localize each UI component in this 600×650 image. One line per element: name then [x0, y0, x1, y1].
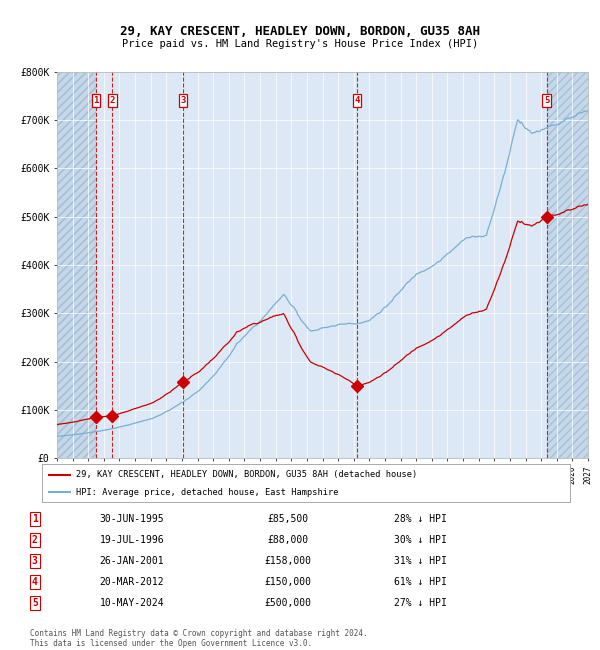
Text: 19-JUL-1996: 19-JUL-1996	[100, 535, 164, 545]
Text: 5: 5	[32, 598, 38, 608]
Text: 30-JUN-1995: 30-JUN-1995	[100, 514, 164, 524]
Text: 4: 4	[355, 96, 360, 105]
Text: 10-MAY-2024: 10-MAY-2024	[100, 598, 164, 608]
Text: 30% ↓ HPI: 30% ↓ HPI	[394, 535, 446, 545]
Bar	[57, 72, 96, 458]
Text: £500,000: £500,000	[265, 598, 311, 608]
Text: Price paid vs. HM Land Registry's House Price Index (HPI): Price paid vs. HM Land Registry's House …	[122, 39, 478, 49]
Text: Contains HM Land Registry data © Crown copyright and database right 2024.: Contains HM Land Registry data © Crown c…	[30, 629, 368, 638]
Text: 3: 3	[181, 96, 186, 105]
Text: 4: 4	[32, 577, 38, 587]
Bar	[57, 72, 96, 458]
Text: £158,000: £158,000	[265, 556, 311, 566]
Text: 28% ↓ HPI: 28% ↓ HPI	[394, 514, 446, 524]
Text: £88,000: £88,000	[268, 535, 308, 545]
Text: 29, KAY CRESCENT, HEADLEY DOWN, BORDON, GU35 8AH: 29, KAY CRESCENT, HEADLEY DOWN, BORDON, …	[120, 25, 480, 38]
Text: 3: 3	[32, 556, 38, 566]
Text: 2: 2	[32, 535, 38, 545]
Text: 61% ↓ HPI: 61% ↓ HPI	[394, 577, 446, 587]
Text: 1: 1	[94, 96, 99, 105]
Text: 2: 2	[110, 96, 115, 105]
Text: 31% ↓ HPI: 31% ↓ HPI	[394, 556, 446, 566]
Text: 20-MAR-2012: 20-MAR-2012	[100, 577, 164, 587]
Bar	[547, 72, 588, 458]
Text: 27% ↓ HPI: 27% ↓ HPI	[394, 598, 446, 608]
Text: 1: 1	[32, 514, 38, 524]
Text: 29, KAY CRESCENT, HEADLEY DOWN, BORDON, GU35 8AH (detached house): 29, KAY CRESCENT, HEADLEY DOWN, BORDON, …	[76, 470, 418, 479]
Text: £85,500: £85,500	[268, 514, 308, 524]
Bar	[547, 72, 588, 458]
Text: HPI: Average price, detached house, East Hampshire: HPI: Average price, detached house, East…	[76, 488, 339, 497]
Text: 5: 5	[544, 96, 550, 105]
Text: 26-JAN-2001: 26-JAN-2001	[100, 556, 164, 566]
Text: £150,000: £150,000	[265, 577, 311, 587]
Text: This data is licensed under the Open Government Licence v3.0.: This data is licensed under the Open Gov…	[30, 639, 312, 648]
Bar	[57, 72, 96, 458]
